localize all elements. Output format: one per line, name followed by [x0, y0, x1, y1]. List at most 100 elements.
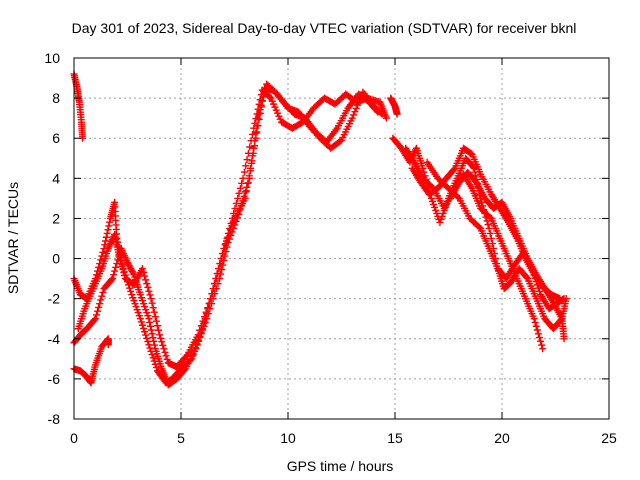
- data-point: [523, 273, 531, 281]
- data-point: [218, 255, 226, 263]
- data-point: [454, 193, 462, 201]
- x-tick-labels: 0 5 10 15 20 25: [70, 430, 617, 446]
- data-point: [148, 299, 156, 307]
- series-track-11: [423, 158, 568, 313]
- data-point: [146, 344, 154, 352]
- data-point: [137, 318, 145, 326]
- data-point: [145, 287, 153, 295]
- data-point: [529, 268, 537, 276]
- data-point: [239, 197, 247, 205]
- data-point: [146, 318, 154, 326]
- data-point: [231, 221, 239, 229]
- y-tick-labels: -8 -6 -4 -2 0 2 4 6 8 10: [44, 50, 60, 427]
- data-point: [153, 322, 161, 330]
- data-point: [219, 250, 227, 258]
- data-point: [141, 328, 149, 336]
- y-tick-label: 6: [52, 130, 60, 146]
- y-tick-label: -2: [48, 291, 61, 307]
- data-point: [534, 284, 542, 292]
- data-point: [111, 267, 119, 275]
- data-point: [241, 188, 249, 196]
- data-point: [161, 348, 169, 356]
- data-point: [352, 104, 360, 112]
- data-point: [244, 149, 252, 157]
- data-point: [150, 337, 158, 345]
- data-point: [530, 315, 538, 323]
- data-point: [249, 152, 257, 160]
- y-tick-label: -8: [48, 411, 61, 427]
- data-point: [158, 338, 166, 346]
- data-point: [245, 174, 253, 182]
- data-point: [350, 111, 358, 119]
- series-track-7: [389, 134, 568, 343]
- data-point: [149, 354, 157, 362]
- data-point: [199, 317, 207, 325]
- data-point: [159, 341, 167, 349]
- y-tick-label: 4: [52, 170, 60, 186]
- y-tick-label: 2: [52, 210, 60, 226]
- data-point: [196, 326, 204, 334]
- data-point: [253, 128, 261, 136]
- data-point: [228, 214, 236, 222]
- data-point: [238, 179, 246, 187]
- data-point: [532, 322, 540, 330]
- data-point: [136, 315, 144, 323]
- data-point: [91, 315, 99, 323]
- data-point: [560, 335, 568, 343]
- data-point: [253, 110, 261, 118]
- data-point: [487, 235, 495, 242]
- data-point: [224, 229, 232, 237]
- data-point: [239, 174, 247, 182]
- data-point: [236, 206, 244, 214]
- x-tick-label: 5: [177, 430, 185, 446]
- data-point: [535, 334, 543, 342]
- data-point: [140, 324, 148, 332]
- data-point: [95, 303, 103, 311]
- data-point: [215, 265, 223, 273]
- data-point: [98, 292, 106, 300]
- x-axis-label: GPS time / hours: [287, 458, 394, 474]
- data-point: [104, 226, 112, 234]
- data-point: [95, 263, 103, 271]
- data-point: [147, 326, 155, 334]
- data-point: [528, 265, 536, 273]
- data-point: [236, 184, 244, 192]
- data-point: [256, 96, 264, 104]
- data-point: [250, 124, 258, 132]
- data-point: [228, 228, 236, 236]
- data-point: [105, 222, 113, 230]
- x-tick-label: 25: [601, 430, 617, 446]
- data-point: [142, 331, 150, 339]
- data-point: [207, 295, 215, 303]
- data-point: [534, 330, 542, 338]
- data-point: [234, 194, 242, 202]
- data-point: [99, 248, 107, 256]
- data-point: [247, 167, 255, 175]
- data-point: [147, 295, 155, 303]
- data-point: [485, 224, 493, 232]
- data-point: [251, 119, 259, 127]
- data-point: [201, 313, 209, 321]
- data-point: [163, 355, 171, 363]
- data-point: [230, 209, 238, 217]
- data-point: [537, 337, 545, 345]
- data-point: [223, 235, 231, 242]
- data-point: [252, 115, 260, 123]
- x-tick-label: 10: [280, 430, 296, 446]
- data-point: [160, 345, 168, 353]
- data-point: [157, 334, 165, 342]
- data-point: [182, 352, 190, 360]
- data-point: [112, 263, 120, 271]
- x-tick-label: 15: [387, 430, 403, 446]
- data-point: [208, 290, 216, 298]
- data-point: [232, 217, 240, 225]
- data-point: [250, 144, 258, 152]
- y-tick-label: 0: [52, 251, 60, 267]
- data-point: [532, 278, 540, 286]
- data-point: [142, 276, 150, 284]
- data-point: [205, 299, 213, 307]
- data-point: [138, 321, 146, 329]
- data-point: [127, 287, 135, 295]
- data-point: [143, 334, 151, 342]
- data-point: [97, 296, 105, 304]
